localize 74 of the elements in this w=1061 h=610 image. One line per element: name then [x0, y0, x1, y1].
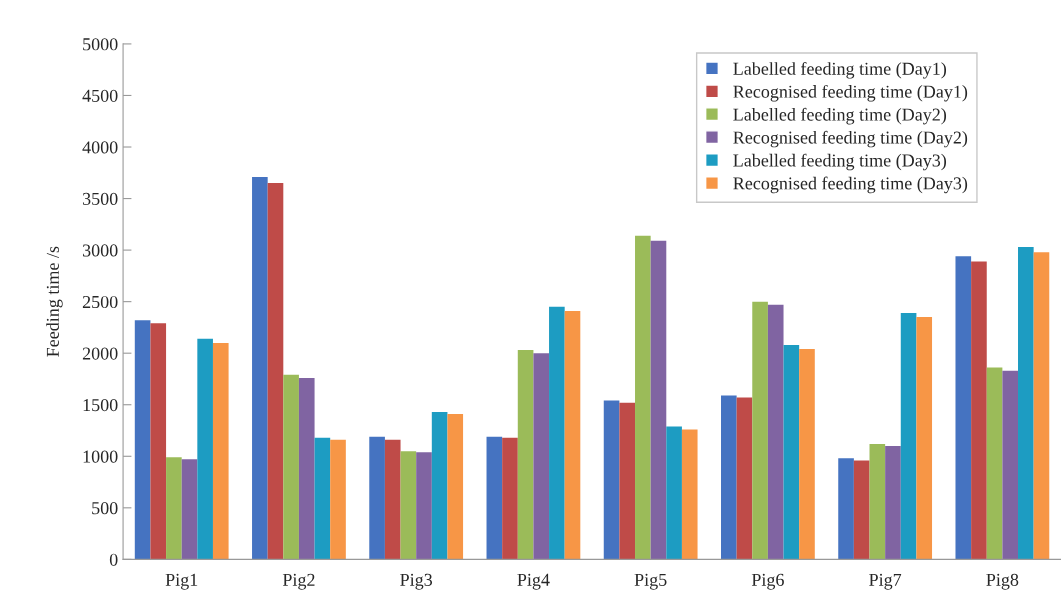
bar — [666, 426, 682, 560]
bar — [400, 451, 417, 560]
bar — [181, 459, 198, 560]
legend-label: Labelled feeding time (Day1) — [733, 61, 947, 79]
bar — [197, 338, 213, 560]
y-tick-label: 2000 — [82, 347, 118, 360]
x-tick-label: Pig8 — [986, 573, 1019, 590]
bar — [635, 235, 651, 560]
y-axis-title: Feeding time /s — [46, 246, 63, 357]
y-tick-label: 4000 — [82, 141, 118, 154]
legend-label: Recognised feeding time (Day1) — [733, 84, 968, 102]
y-tick-label: 5000 — [83, 38, 118, 51]
bar — [447, 414, 464, 560]
bar — [298, 377, 315, 560]
bar — [150, 323, 167, 560]
bar — [736, 397, 753, 560]
bar — [783, 344, 800, 560]
bar — [853, 460, 870, 560]
bar — [971, 261, 987, 560]
bar — [869, 443, 886, 560]
bar — [767, 304, 784, 560]
bar — [885, 445, 901, 560]
bar — [431, 411, 448, 560]
bar — [619, 402, 636, 560]
bar — [502, 437, 518, 560]
legend-label: Labelled feeding time (Day2) — [733, 107, 947, 125]
bar — [752, 301, 768, 560]
bar — [1033, 252, 1050, 560]
bar — [916, 317, 933, 560]
bar — [681, 429, 698, 560]
y-tick-label: 0 — [109, 553, 118, 566]
y-tick-label: 3500 — [82, 192, 118, 205]
bar — [799, 349, 815, 560]
x-tick-label: Pig7 — [869, 573, 902, 590]
bar — [314, 437, 331, 560]
legend-label: Recognised feeding time (Day2) — [733, 130, 968, 148]
bar — [517, 350, 534, 560]
x-tick-label: Pig4 — [517, 573, 550, 590]
bar — [838, 458, 854, 560]
bar — [986, 367, 1003, 560]
x-tick-label: Pig6 — [751, 573, 784, 590]
x-tick-label: Pig1 — [165, 573, 198, 590]
bar — [533, 353, 550, 560]
y-tick-label: 500 — [92, 502, 118, 515]
legend-label: Labelled feeding time (Day3) — [733, 153, 947, 171]
bar — [549, 306, 565, 560]
bar — [134, 320, 151, 560]
bar — [416, 452, 432, 560]
y-tick-label: 3000 — [82, 244, 118, 257]
bar — [252, 176, 268, 560]
bar — [650, 240, 667, 560]
x-tick-label: Pig5 — [634, 573, 667, 590]
bar — [267, 183, 284, 560]
x-tick-label: Pig3 — [400, 573, 433, 590]
bar — [330, 439, 346, 560]
bar — [900, 312, 917, 560]
bar — [721, 395, 737, 560]
bar — [1018, 247, 1034, 560]
y-tick-label: 1000 — [83, 450, 118, 463]
bar — [603, 400, 620, 560]
y-tick-label: 1500 — [83, 398, 118, 412]
bar — [1002, 370, 1019, 560]
y-tick-label: 4500 — [82, 89, 118, 102]
bar — [283, 374, 299, 560]
legend-label: Recognised feeding time (Day3) — [733, 176, 968, 194]
x-tick-label: Pig2 — [282, 573, 315, 590]
bar — [486, 436, 503, 560]
bar — [166, 457, 182, 560]
bar — [369, 436, 385, 560]
bar — [955, 256, 972, 560]
bar — [384, 439, 401, 560]
bar — [212, 342, 229, 560]
bar — [564, 310, 581, 560]
y-tick-label: 2500 — [82, 295, 118, 309]
